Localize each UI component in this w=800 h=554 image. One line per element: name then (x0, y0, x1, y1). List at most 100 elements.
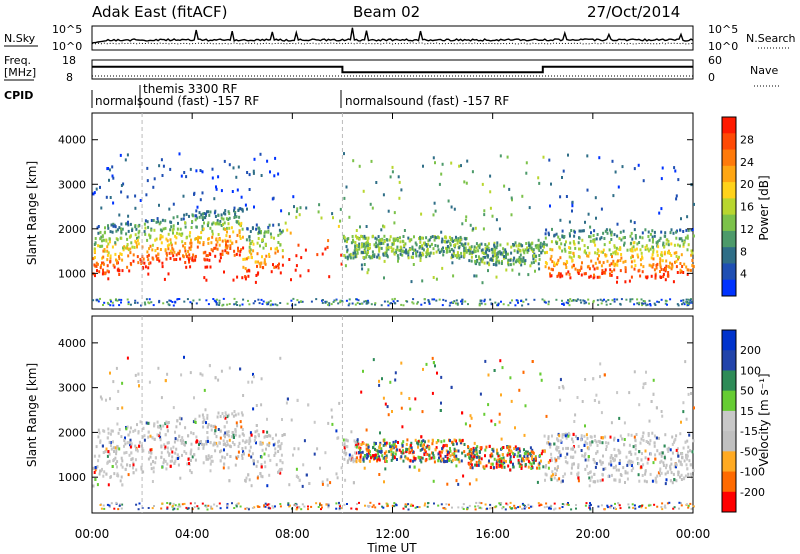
data-cell (664, 504, 667, 507)
data-cell (148, 247, 151, 251)
data-cell (161, 261, 164, 265)
data-cell (142, 470, 145, 474)
data-cell (267, 454, 270, 458)
data-cell (662, 461, 665, 465)
data-cell (246, 507, 248, 510)
data-cell (628, 459, 631, 463)
data-cell (237, 450, 240, 454)
data-cell (659, 270, 661, 273)
data-cell (567, 504, 570, 506)
data-cell (126, 441, 129, 445)
data-cell (557, 258, 560, 262)
data-cell (461, 244, 464, 247)
data-cell (173, 258, 176, 262)
data-cell (480, 242, 483, 246)
data-cell (484, 359, 487, 363)
data-cell (652, 378, 655, 382)
data-cell (161, 502, 164, 505)
data-cell (500, 502, 503, 504)
data-cell (594, 480, 596, 484)
data-cell (570, 508, 573, 511)
data-cell (489, 206, 492, 210)
data-cell (109, 441, 112, 444)
data-cell (580, 434, 583, 438)
data-cell (229, 455, 232, 458)
data-cell (669, 231, 672, 235)
data-cell (416, 301, 419, 304)
data-cell (136, 236, 138, 240)
data-cell (530, 450, 533, 454)
data-cell (557, 456, 560, 460)
data-cell (317, 210, 320, 214)
data-cell (260, 174, 263, 177)
data-cell (489, 507, 491, 510)
data-cell (569, 241, 572, 245)
data-cell (292, 195, 295, 199)
data-cell (412, 256, 414, 259)
data-cell (540, 378, 543, 382)
data-cell (132, 259, 135, 263)
data-cell (188, 214, 190, 218)
data-cell (201, 373, 204, 377)
data-cell (505, 502, 508, 505)
data-cell (425, 251, 428, 255)
data-cell (359, 448, 361, 452)
data-cell (656, 449, 659, 453)
data-cell (267, 225, 270, 229)
data-cell (125, 427, 128, 431)
data-cell (472, 448, 475, 452)
data-cell (639, 258, 642, 262)
data-cell (137, 235, 140, 239)
data-cell (596, 233, 599, 236)
data-cell (106, 454, 109, 458)
data-cell (478, 501, 481, 504)
data-cell (162, 302, 165, 305)
data-cell (645, 370, 647, 374)
nsky-tick-top: 10^5 (52, 23, 82, 36)
data-cell (93, 247, 96, 251)
data-cell (664, 433, 667, 437)
data-cell (393, 443, 396, 446)
data-cell (425, 445, 428, 449)
data-cell (185, 212, 188, 216)
data-cell (161, 265, 164, 269)
data-cell (659, 467, 662, 471)
data-cell (242, 394, 245, 397)
data-cell (183, 213, 186, 217)
data-cell (263, 452, 266, 456)
data-cell (411, 247, 414, 251)
data-cell (201, 442, 204, 446)
data-cell (534, 456, 537, 460)
data-cell (531, 360, 534, 363)
data-cell (270, 235, 273, 239)
data-cell (310, 505, 313, 508)
data-cell (379, 441, 382, 445)
data-cell (201, 170, 204, 174)
data-cell (378, 249, 381, 253)
data-cell (642, 463, 645, 467)
data-cell (396, 300, 399, 302)
data-cell (375, 181, 378, 184)
data-cell (297, 447, 300, 451)
data-cell (153, 505, 155, 507)
data-cell (165, 251, 168, 255)
data-cell (432, 247, 435, 251)
data-cell (495, 256, 498, 259)
data-cell (346, 240, 348, 244)
data-cell (495, 253, 498, 257)
data-cell (586, 442, 589, 446)
data-cell (396, 458, 398, 461)
data-cell (338, 401, 341, 405)
data-cell (218, 502, 221, 505)
data-cell (440, 450, 443, 454)
data-cell (204, 216, 207, 220)
data-cell (450, 301, 453, 304)
data-cell (446, 482, 449, 486)
data-cell (97, 459, 100, 463)
data-cell (166, 506, 169, 509)
data-cell (362, 251, 365, 255)
data-cell (501, 446, 503, 450)
data-cell (575, 300, 578, 302)
data-cell (269, 434, 272, 438)
data-cell (316, 447, 319, 451)
